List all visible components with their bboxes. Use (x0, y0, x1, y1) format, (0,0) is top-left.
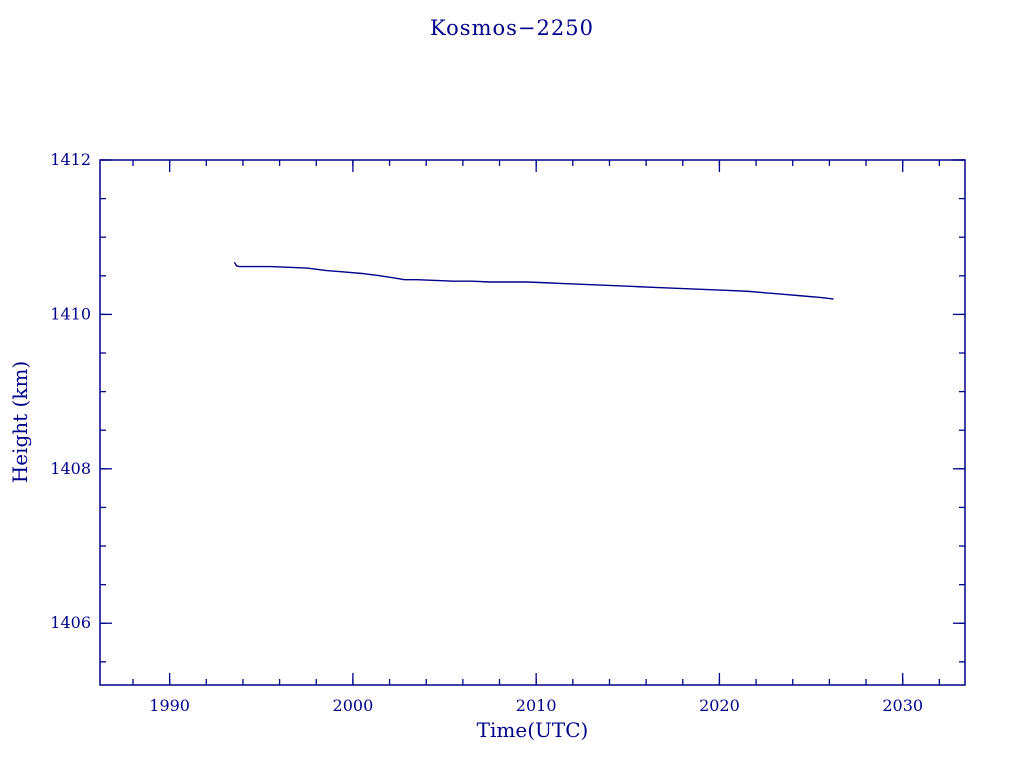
y-tick-label: 1406 (50, 613, 91, 632)
x-tick-label: 2020 (699, 696, 740, 715)
data-line (233, 261, 834, 300)
x-tick-label: 2030 (882, 696, 923, 715)
x-tick-label: 2000 (333, 696, 374, 715)
y-tick-label: 1410 (50, 304, 91, 323)
x-tick-label: 1990 (149, 696, 190, 715)
y-tick-label: 1408 (50, 459, 91, 478)
chart-title: Kosmos−2250 (430, 16, 594, 40)
x-tick-label: 2010 (516, 696, 557, 715)
y-tick-label: 1412 (50, 150, 91, 169)
plot-frame (99, 159, 966, 686)
x-axis-label: Time(UTC) (476, 718, 589, 742)
y-axis-label: Height (km) (8, 360, 32, 484)
